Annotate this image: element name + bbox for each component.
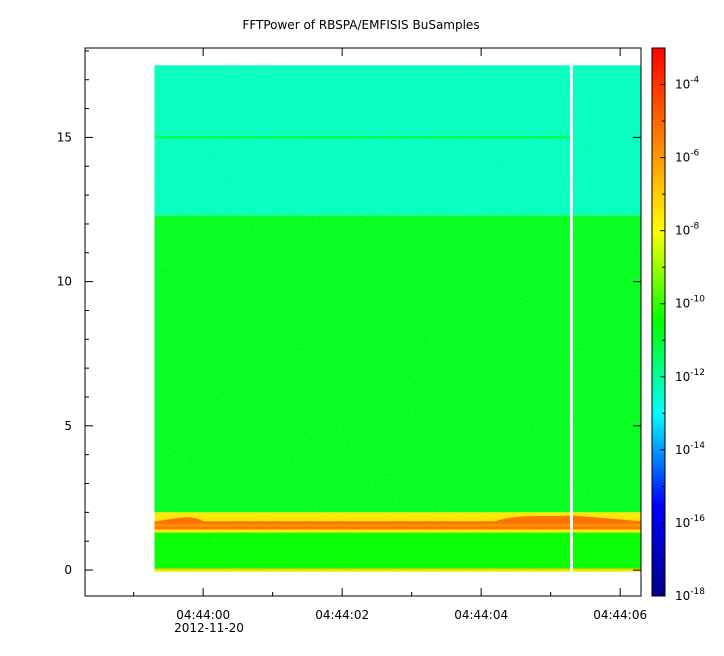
colorbar-tick-label: 10-10 (675, 295, 705, 311)
colorbar-tick-label: 10-16 (675, 514, 705, 530)
colorbar-tick-label: 10-12 (675, 368, 705, 384)
colorbar-tick-label: 10-4 (675, 76, 700, 92)
chart-title: FFTPower of RBSPA/EMFISIS BuSamples (242, 18, 479, 32)
colorbar-tick-label: 10-14 (675, 441, 705, 457)
x-tick-label: 04:44:04 (454, 608, 508, 622)
x-axis: 2012-11-20 04:44:00 04:44:02 04:44:04 04:44… (133, 48, 647, 635)
low-frequency-strip (154, 568, 641, 572)
y-axis: 0 5 10 15 (57, 50, 641, 577)
x-tick-label: 04:44:00 (176, 608, 230, 622)
y-tick-label: 10 (57, 275, 72, 289)
colorbar-frame (651, 47, 666, 597)
plot-frame (84, 47, 642, 597)
y-tick-label: 15 (57, 130, 72, 144)
spectrogram-texture (154, 65, 641, 571)
colorbar-gradient (652, 48, 665, 596)
colorbar-tick-label: 10-8 (675, 222, 700, 238)
colorbar-tick-label: 10-6 (675, 149, 700, 165)
colorbar-tick-label: 10-18 (675, 587, 705, 603)
data-gap (570, 65, 573, 572)
y-tick-label: 0 (64, 563, 72, 577)
colorbar: 10-4 10-6 10-8 10-10 10-12 10-14 10-16 10-18 (651, 47, 705, 603)
y-tick-label: 5 (64, 419, 72, 433)
x-date-label: 2012-11-20 (174, 621, 244, 635)
x-tick-label: 04:44:06 (593, 608, 647, 622)
plot-area (84, 47, 642, 597)
x-tick-label: 04:44:02 (315, 608, 369, 622)
